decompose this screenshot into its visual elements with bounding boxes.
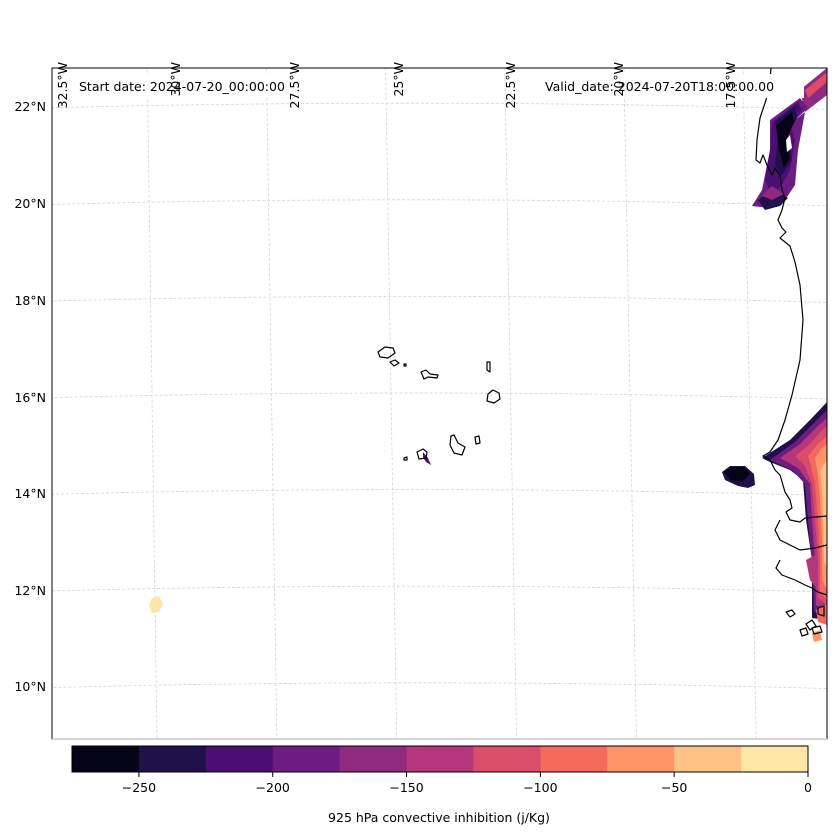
meridian-gridline [266, 68, 278, 739]
santiago [449, 434, 466, 456]
longitude-tick-label: 25°W [391, 62, 406, 97]
sao-nicolau [420, 369, 439, 380]
colorbar-swatch [272, 746, 341, 772]
fogo [416, 448, 428, 460]
latitude-tick-label: 22°N [14, 99, 46, 114]
coastlines [377, 68, 827, 637]
cape-verde-fogo-cin-patch [423, 452, 431, 465]
latitude-tick-label: 10°N [14, 679, 46, 694]
colorbar-swatch [540, 746, 608, 772]
colorbar-tick-label: 0 [804, 780, 812, 795]
colorbar-tick-label: −250 [122, 780, 156, 795]
valid-date-annotation: Valid_date: 2024-07-20T18:00:00.00 [545, 79, 774, 94]
colorbar-swatch [72, 746, 140, 772]
mauritania-coast-cin-band [752, 68, 827, 210]
boa-vista [486, 389, 501, 404]
colorbar-swatch [205, 746, 274, 772]
meridian-gridline [623, 68, 637, 739]
parallel-gridline [52, 682, 827, 689]
parallel-gridline [52, 102, 827, 110]
map-axes: Start date: 2024-07-20_00:00:00 Valid_da… [28, 60, 828, 760]
colorbar-tick-label: −100 [523, 780, 557, 795]
meridian-gridline [146, 68, 158, 739]
meridian-gridline [385, 68, 398, 739]
longitude-tick-labels: 32.5°W 30°W 27.5°W 25°W 22.5°W 20°W 17.5°W [55, 62, 738, 108]
gambia-senegal-border [774, 519, 827, 551]
longitude-tick-label: 20°W [611, 62, 626, 97]
latitude-tick-label: 12°N [14, 583, 46, 598]
colorbar-swatch [741, 746, 809, 772]
meridian-gridline [28, 60, 38, 760]
parallel-gridline [52, 199, 827, 207]
parallel-gridline [52, 392, 827, 400]
senegal-gambia-cin-field [762, 402, 827, 642]
parallel-gridline [52, 489, 827, 496]
latitude-tick-label: 18°N [14, 293, 46, 308]
bijagos-islands [785, 605, 825, 637]
santo-antao [377, 346, 396, 359]
longitude-tick-label: 27.5°W [287, 62, 302, 108]
meridian-gridline [504, 68, 518, 739]
colorbar-swatch [607, 746, 675, 772]
map-background [52, 68, 827, 739]
longitude-tick-label: 32.5°W [55, 62, 70, 108]
atlantic-cin-spot [149, 596, 163, 613]
valid-date-box [538, 74, 804, 98]
colorbar-tick-label: −150 [389, 780, 423, 795]
cape-verde-islands [377, 346, 501, 461]
latitude-tick-label: 20°N [14, 196, 46, 211]
sao-vicente [389, 359, 400, 367]
colorbar-swatch [138, 746, 207, 772]
west-africa-coastline [755, 68, 827, 523]
sal [486, 361, 491, 373]
colorbar-swatch [473, 746, 541, 772]
colorbar-swatches [72, 746, 809, 772]
colorbar-swatch [674, 746, 742, 772]
maio [474, 435, 481, 445]
colorbar-tick-label: −200 [256, 780, 290, 795]
santa-luzia [403, 363, 407, 367]
colorbar-swatch [406, 746, 474, 772]
longitude-tick-label: 22.5°W [503, 62, 518, 108]
parallel-gridline [52, 585, 827, 593]
longitude-tick-label: 17.5°W [723, 62, 738, 108]
gridlines [28, 60, 827, 760]
parallel-gridline [52, 296, 827, 303]
brava [403, 456, 408, 461]
meridian-gridline [742, 68, 757, 739]
latitude-tick-labels: 22°N 20°N 18°N 16°N 14°N 12°N 10°N [14, 99, 46, 694]
colorbar-tick-label: −50 [661, 780, 687, 795]
colorbar: −250 −200 −150 −100 −50 0 925 hPa convective … [71, 745, 812, 825]
colorbar-ticks: −250 −200 −150 −100 −50 0 [122, 772, 812, 795]
start-date-annotation: Start date: 2024-07-20_00:00:00 [79, 79, 285, 94]
offshore-dakar-cin-blob [722, 466, 755, 488]
cin-filled-contours [149, 68, 827, 642]
start-date-box [72, 74, 312, 98]
latitude-tick-label: 14°N [14, 486, 46, 501]
guinea-bissau-coast [775, 559, 827, 596]
latitude-tick-label: 16°N [14, 390, 46, 405]
colorbar-label: 925 hPa convective inhibition (j/Kg) [328, 810, 550, 825]
longitude-tick-label: 30°W [168, 62, 183, 97]
colorbar-swatch [339, 746, 408, 772]
colorbar-frame [71, 745, 809, 773]
